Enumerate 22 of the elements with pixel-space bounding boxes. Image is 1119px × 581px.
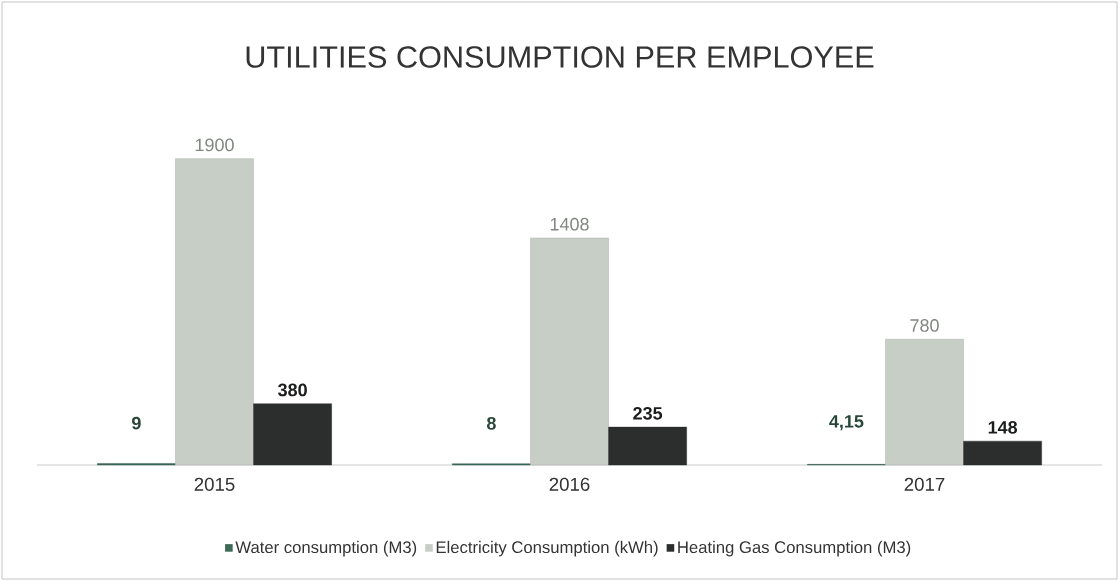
bar — [608, 426, 687, 466]
bar — [530, 237, 609, 466]
bar — [963, 440, 1042, 466]
data-label: 780 — [910, 319, 939, 332]
data-label: 1900 — [195, 138, 234, 152]
data-label: 4,15 — [829, 415, 864, 431]
data-label: 148 — [988, 421, 1018, 434]
bar — [885, 339, 964, 466]
x-tick-label: 2017 — [904, 477, 945, 491]
data-label: 380 — [278, 383, 307, 397]
data-label: 235 — [633, 406, 663, 420]
legend-label: Heating Gas Consumption (M3) — [678, 540, 911, 557]
data-label: 8 — [486, 416, 496, 430]
bar — [253, 403, 332, 466]
legend-label: Water consumption (M3) — [235, 540, 417, 557]
x-tick-label: 2015 — [194, 477, 235, 491]
data-label: 9 — [132, 416, 141, 430]
bar — [175, 158, 254, 466]
chart-title: UTILITIES CONSUMPTION PER EMPLOYEE — [246, 46, 874, 68]
data-label: 1408 — [550, 217, 589, 231]
legend-label: Electricity Consumption (kWh) — [436, 540, 658, 557]
x-tick-label: 2016 — [549, 477, 590, 491]
